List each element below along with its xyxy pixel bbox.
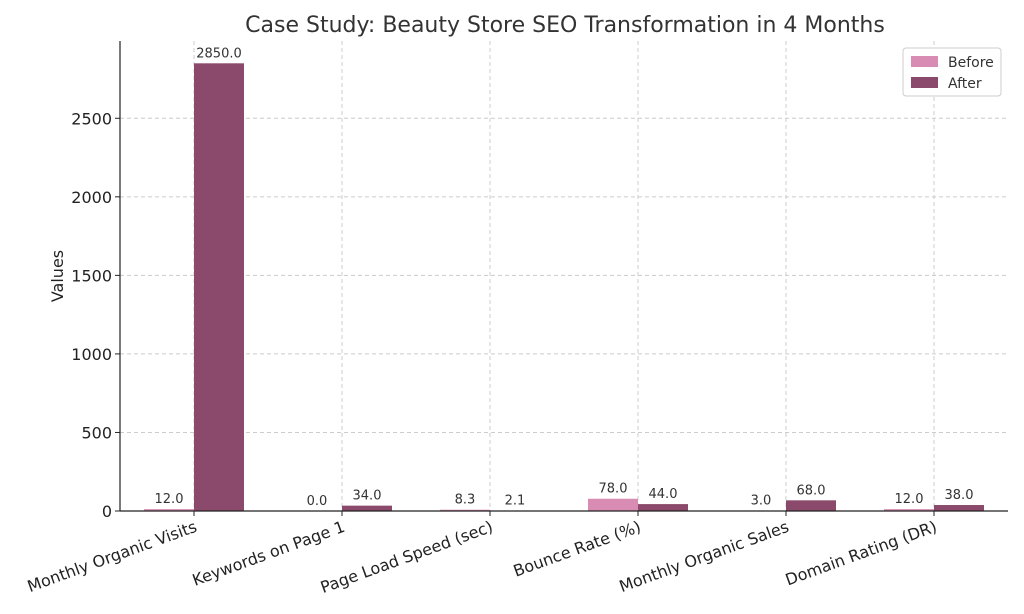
legend-swatch-after: [911, 77, 938, 88]
bar-before: [588, 498, 638, 511]
y-tick-label: 2500: [71, 109, 112, 128]
bars: [144, 63, 984, 511]
axes: [119, 41, 1008, 512]
data-labels: 12.0 0.0 8.3 78.0 3.0 12.0 2850.0 34.0 2.1 44.0 68…: [155, 46, 974, 509]
y-tick-label: 500: [81, 423, 112, 442]
data-label: 0.0: [307, 494, 328, 509]
bar-before: [884, 509, 934, 511]
legend-label-after: After: [948, 76, 982, 92]
legend: Before After: [902, 47, 1002, 97]
bar-before: [440, 509, 490, 511]
y-tick-label: 1000: [71, 345, 112, 364]
data-label: 2850.0: [196, 46, 242, 61]
data-label: 2.1: [505, 494, 526, 509]
x-tick-label: Bounce Rate (%): [511, 517, 644, 581]
data-label: 34.0: [353, 489, 382, 504]
y-tick-label: 1500: [71, 266, 112, 285]
data-label: 8.3: [455, 493, 476, 508]
data-label: 38.0: [945, 488, 974, 503]
bar-after: [342, 505, 392, 511]
legend-swatch-before: [911, 56, 938, 67]
x-tick-label: Monthly Organic Sales: [617, 517, 792, 596]
grid-lines: [120, 41, 1008, 512]
data-label: 12.0: [155, 492, 184, 507]
data-label: 12.0: [895, 492, 924, 507]
data-label: 68.0: [797, 483, 826, 498]
y-tick-label: 0: [102, 502, 112, 521]
data-label: 78.0: [599, 482, 628, 497]
bar-after: [934, 505, 984, 511]
bar-after: [638, 504, 688, 511]
bar-after: [194, 63, 244, 511]
x-tick-label: Monthly Organic Visits: [25, 517, 200, 596]
data-label: 44.0: [649, 487, 678, 502]
x-tick-label: Domain Rating (DR): [783, 517, 940, 589]
bar-after: [786, 500, 836, 511]
chart-title: Case Study: Beauty Store SEO Transformat…: [245, 13, 885, 38]
data-label: 3.0: [751, 494, 772, 509]
y-tick-label: 2000: [71, 188, 112, 207]
legend-label-before: Before: [948, 55, 994, 71]
y-axis-ticks: 0 500 1000 1500 2000 2500: [71, 109, 120, 521]
y-axis-label: Values: [48, 250, 67, 302]
bar-before: [144, 509, 194, 511]
